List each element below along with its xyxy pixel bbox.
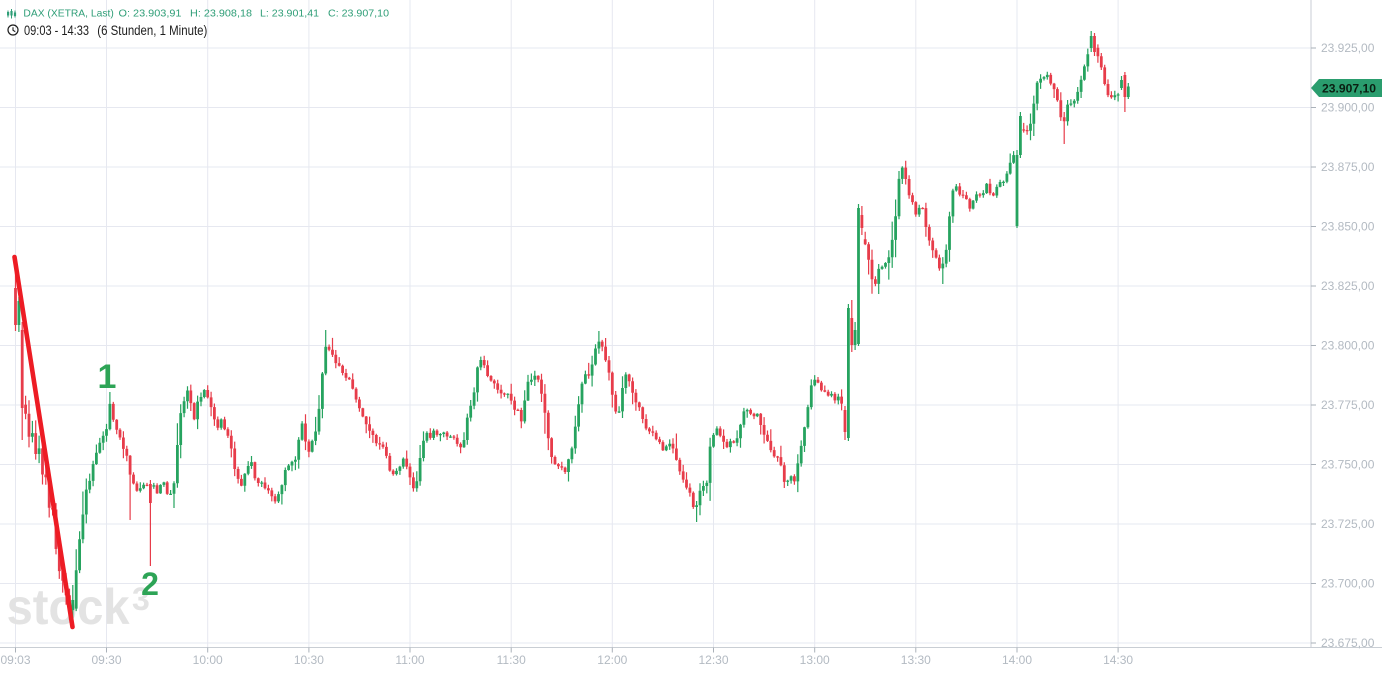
svg-text:1: 1	[98, 358, 117, 396]
svg-text:23.875,00: 23.875,00	[1321, 160, 1375, 174]
svg-text:09:03 - 14:33: 09:03 - 14:33	[24, 23, 89, 38]
svg-text:H: 23.908,18: H: 23.908,18	[190, 8, 252, 20]
svg-text:C: 23.907,10: C: 23.907,10	[328, 8, 389, 20]
svg-text:09:03: 09:03	[0, 653, 30, 667]
svg-text:14:30: 14:30	[1103, 653, 1133, 667]
svg-text:13:00: 13:00	[800, 653, 830, 667]
svg-text:23.750,00: 23.750,00	[1321, 458, 1375, 472]
svg-text:O: 23.903,91: O: 23.903,91	[119, 8, 182, 20]
svg-text:23.700,00: 23.700,00	[1321, 577, 1375, 591]
svg-text:11:00: 11:00	[395, 653, 424, 667]
svg-text:2: 2	[141, 566, 159, 602]
svg-text:23.775,00: 23.775,00	[1321, 398, 1375, 412]
svg-text:11:30: 11:30	[497, 653, 526, 667]
svg-text:10:30: 10:30	[294, 653, 324, 667]
svg-text:DAX (XETRA, Last): DAX (XETRA, Last)	[23, 8, 113, 20]
svg-text:23.800,00: 23.800,00	[1321, 339, 1375, 353]
svg-text:09:30: 09:30	[91, 653, 121, 667]
svg-text:(6 Stunden, 1 Minute): (6 Stunden, 1 Minute)	[97, 23, 207, 38]
svg-text:23.675,00: 23.675,00	[1321, 636, 1375, 650]
svg-text:23.850,00: 23.850,00	[1321, 220, 1375, 234]
svg-text:13:30: 13:30	[901, 653, 931, 667]
svg-text:23.825,00: 23.825,00	[1321, 279, 1375, 293]
svg-text:12:30: 12:30	[698, 653, 728, 667]
svg-text:23.900,00: 23.900,00	[1321, 101, 1375, 115]
svg-text:23.725,00: 23.725,00	[1321, 517, 1375, 531]
svg-text:23.925,00: 23.925,00	[1321, 41, 1375, 55]
svg-text:3: 3	[132, 581, 150, 617]
svg-text:14:00: 14:00	[1002, 653, 1032, 667]
svg-text:10:00: 10:00	[193, 653, 223, 667]
svg-text:12:00: 12:00	[597, 653, 627, 667]
svg-text:23.907,10: 23.907,10	[1322, 81, 1376, 95]
svg-text:L: 23.901,41: L: 23.901,41	[260, 8, 319, 20]
